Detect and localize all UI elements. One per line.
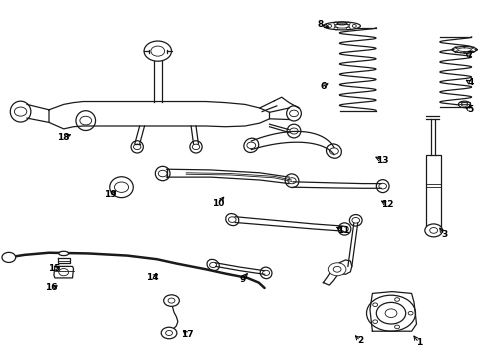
Text: 10: 10 (212, 199, 224, 208)
Text: 8: 8 (318, 19, 324, 29)
Text: 15: 15 (48, 264, 60, 274)
Circle shape (425, 224, 442, 237)
Text: 14: 14 (146, 274, 158, 282)
Ellipse shape (452, 46, 477, 53)
Text: 6: 6 (320, 82, 326, 91)
Text: 2: 2 (357, 336, 363, 346)
Ellipse shape (59, 251, 69, 256)
Polygon shape (323, 260, 352, 285)
Polygon shape (370, 292, 416, 331)
Circle shape (367, 295, 416, 331)
Text: 4: 4 (467, 78, 474, 87)
Circle shape (161, 327, 177, 339)
Text: 16: 16 (45, 284, 58, 292)
Circle shape (59, 269, 69, 276)
Text: 13: 13 (376, 156, 389, 165)
Text: 17: 17 (181, 330, 194, 338)
Circle shape (2, 252, 16, 262)
Text: 19: 19 (104, 190, 117, 199)
Text: 3: 3 (441, 230, 447, 239)
Text: 7: 7 (466, 51, 473, 60)
Text: 9: 9 (239, 274, 246, 284)
Circle shape (164, 295, 179, 306)
Text: 5: 5 (467, 105, 473, 114)
Circle shape (328, 263, 346, 276)
Polygon shape (54, 266, 74, 278)
Text: 1: 1 (416, 338, 422, 347)
Ellipse shape (459, 101, 470, 108)
Polygon shape (49, 102, 270, 129)
Text: 12: 12 (381, 200, 393, 209)
Text: 11: 11 (337, 226, 349, 235)
Polygon shape (58, 258, 70, 263)
FancyBboxPatch shape (426, 155, 441, 227)
Text: 18: 18 (57, 133, 70, 142)
Ellipse shape (323, 22, 361, 30)
Circle shape (144, 41, 172, 61)
